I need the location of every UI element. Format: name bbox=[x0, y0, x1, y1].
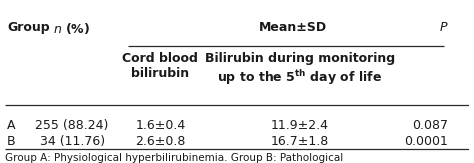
Text: 2.6±0.8: 2.6±0.8 bbox=[135, 135, 185, 148]
Text: Cord blood
bilirubin: Cord blood bilirubin bbox=[122, 52, 198, 80]
Text: B: B bbox=[7, 135, 16, 148]
Text: 0.087: 0.087 bbox=[412, 119, 448, 132]
Text: 11.9±2.4: 11.9±2.4 bbox=[271, 119, 328, 132]
Text: Group A: Physiological hyperbilirubinemia. Group B: Pathological
hyperbilirubine: Group A: Physiological hyperbilirubinemi… bbox=[5, 153, 343, 163]
Text: Mean±SD: Mean±SD bbox=[259, 21, 327, 34]
Text: Bilirubin during monitoring
up to the 5$^{\mathbf{th}}$ day of life: Bilirubin during monitoring up to the 5$… bbox=[205, 52, 395, 87]
Text: 0.0001: 0.0001 bbox=[404, 135, 448, 148]
Text: 1.6±0.4: 1.6±0.4 bbox=[135, 119, 185, 132]
Text: 34 (11.76): 34 (11.76) bbox=[39, 135, 105, 148]
Text: $\it{n}$ (%): $\it{n}$ (%) bbox=[54, 21, 91, 36]
Text: A: A bbox=[7, 119, 16, 132]
Text: 16.7±1.8: 16.7±1.8 bbox=[271, 135, 329, 148]
Text: $\it{P}$: $\it{P}$ bbox=[439, 21, 448, 34]
Text: 255 (88.24): 255 (88.24) bbox=[36, 119, 109, 132]
Text: Group: Group bbox=[7, 21, 50, 34]
